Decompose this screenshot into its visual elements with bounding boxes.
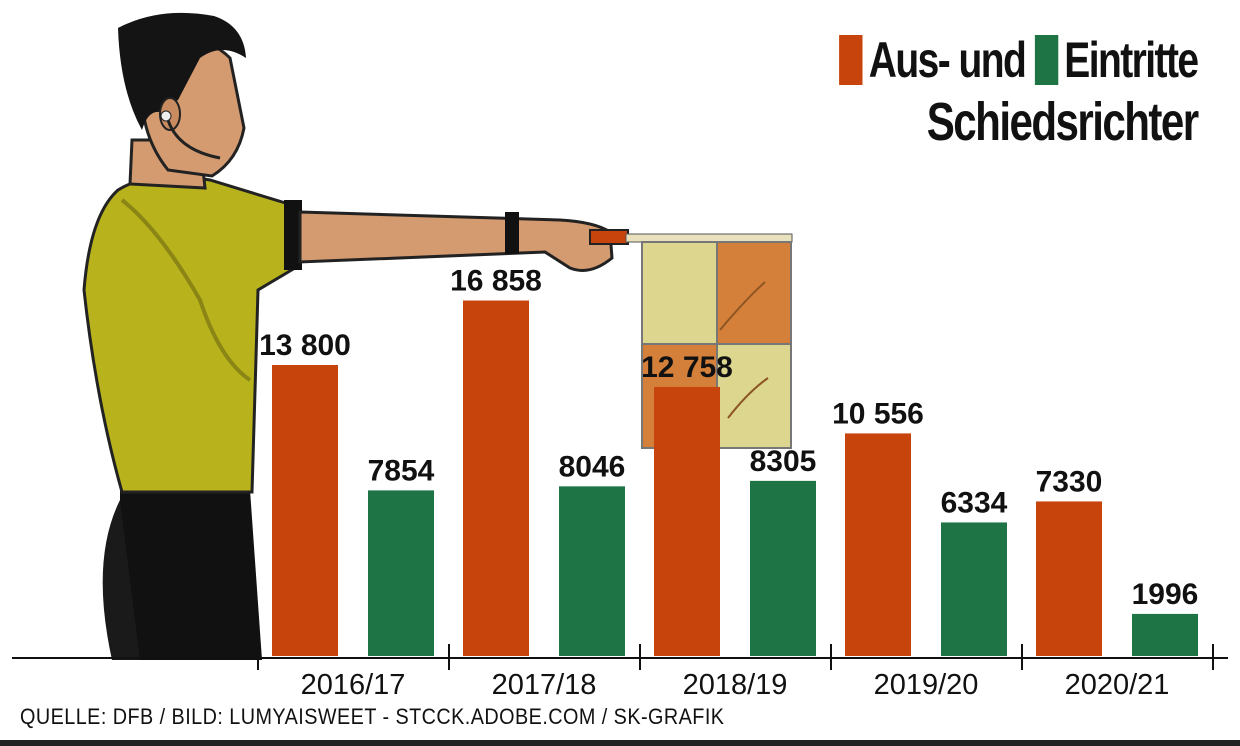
tick-label-2020-21: 2020/21 <box>1065 669 1170 701</box>
bar-eintritte-2020-21 <box>1132 613 1198 656</box>
value-label-aus-2017-18: 16 858 <box>450 265 542 298</box>
bar-eintritte-2018-19 <box>750 480 816 656</box>
value-label-eintritte-2018-19: 8305 <box>750 445 817 478</box>
source-credit: QUELLE: DFB / BILD: LUMYAISWEET - STCCK.… <box>20 704 725 729</box>
value-label-eintritte-2019-20: 6334 <box>941 486 1008 519</box>
legend-swatch-eintritte <box>1035 35 1059 85</box>
value-label-aus-2016-17: 13 800 <box>259 329 351 362</box>
bar-aus-2017-18 <box>463 300 529 656</box>
tick-label-2019-20: 2019/20 <box>874 669 979 701</box>
tick-label-2018-19: 2018/19 <box>683 669 788 701</box>
value-label-aus-2020-21: 7330 <box>1036 465 1103 498</box>
tick-label-2016-17: 2016/17 <box>301 669 406 701</box>
value-label-eintritte-2020-21: 1996 <box>1132 578 1199 611</box>
x-axis-tick-labels: 2016/17 2017/18 2018/19 2019/20 2020/21 <box>301 669 1170 701</box>
value-label-layer: 13 800 7854 16 858 8046 12 758 8305 10 556 6334… <box>259 265 1198 611</box>
chart-title-part-a: Aus- und <box>869 32 1027 88</box>
referee-illustration <box>82 12 793 660</box>
bar-aus-2016-17 <box>272 365 338 656</box>
legend-swatch-aus <box>839 35 863 85</box>
bar-eintritte-2019-20 <box>941 522 1007 656</box>
chart-legend: Aus- und Eintritte Schiedsrichter <box>726 30 1200 154</box>
value-label-aus-2019-20: 10 556 <box>832 397 924 430</box>
bar-aus-2020-21 <box>1036 501 1102 656</box>
bar-layer <box>272 300 1198 656</box>
value-label-eintritte-2017-18: 8046 <box>559 450 626 483</box>
value-label-aus-2018-19: 12 758 <box>641 351 733 384</box>
x-axis-ticks <box>257 644 1214 670</box>
chart-title-line-2: Schiedsrichter <box>927 92 1199 152</box>
bar-eintritte-2017-18 <box>559 486 625 656</box>
chart-title-part-b: Eintritte <box>1064 32 1200 88</box>
value-label-eintritte-2016-17: 7854 <box>368 454 435 487</box>
bottom-rule <box>0 740 1240 746</box>
bar-aus-2019-20 <box>845 433 911 656</box>
bar-aus-2018-19 <box>654 386 720 656</box>
bar-eintritte-2016-17 <box>368 490 434 656</box>
tick-label-2017-18: 2017/18 <box>492 669 597 701</box>
